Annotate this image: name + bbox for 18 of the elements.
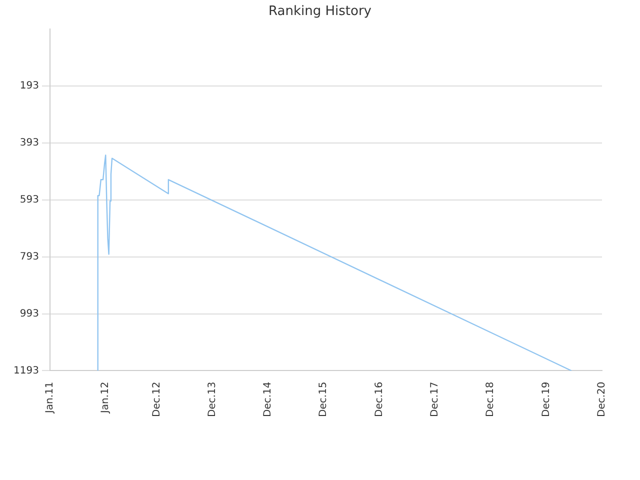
y-tick-label: 793	[20, 251, 39, 262]
x-tick-label: Jan.12	[100, 382, 112, 414]
x-tick-label: Dec.13	[206, 382, 218, 418]
y-tick-label: 593	[20, 194, 39, 206]
x-tick-label: Dec.17	[430, 382, 441, 418]
chart-title: Ranking History	[268, 4, 372, 19]
y-tick-label: 993	[20, 308, 39, 320]
y-tick-label: 393	[20, 138, 39, 149]
x-tick-label: Dec.18	[485, 382, 496, 418]
x-tick-label: Jan.11	[44, 382, 56, 414]
x-tick-label: Dec.12	[151, 382, 162, 418]
x-tick-label: Dec.14	[262, 382, 274, 418]
y-tick-label: 1193	[14, 365, 39, 376]
x-tick-label: Dec.15	[318, 382, 330, 418]
x-tick-label: Dec.16	[374, 382, 385, 418]
x-tick-label: Dec.20	[596, 382, 608, 418]
y-tick-label: 193	[20, 80, 39, 92]
x-tick-label: Dec.19	[540, 382, 552, 418]
